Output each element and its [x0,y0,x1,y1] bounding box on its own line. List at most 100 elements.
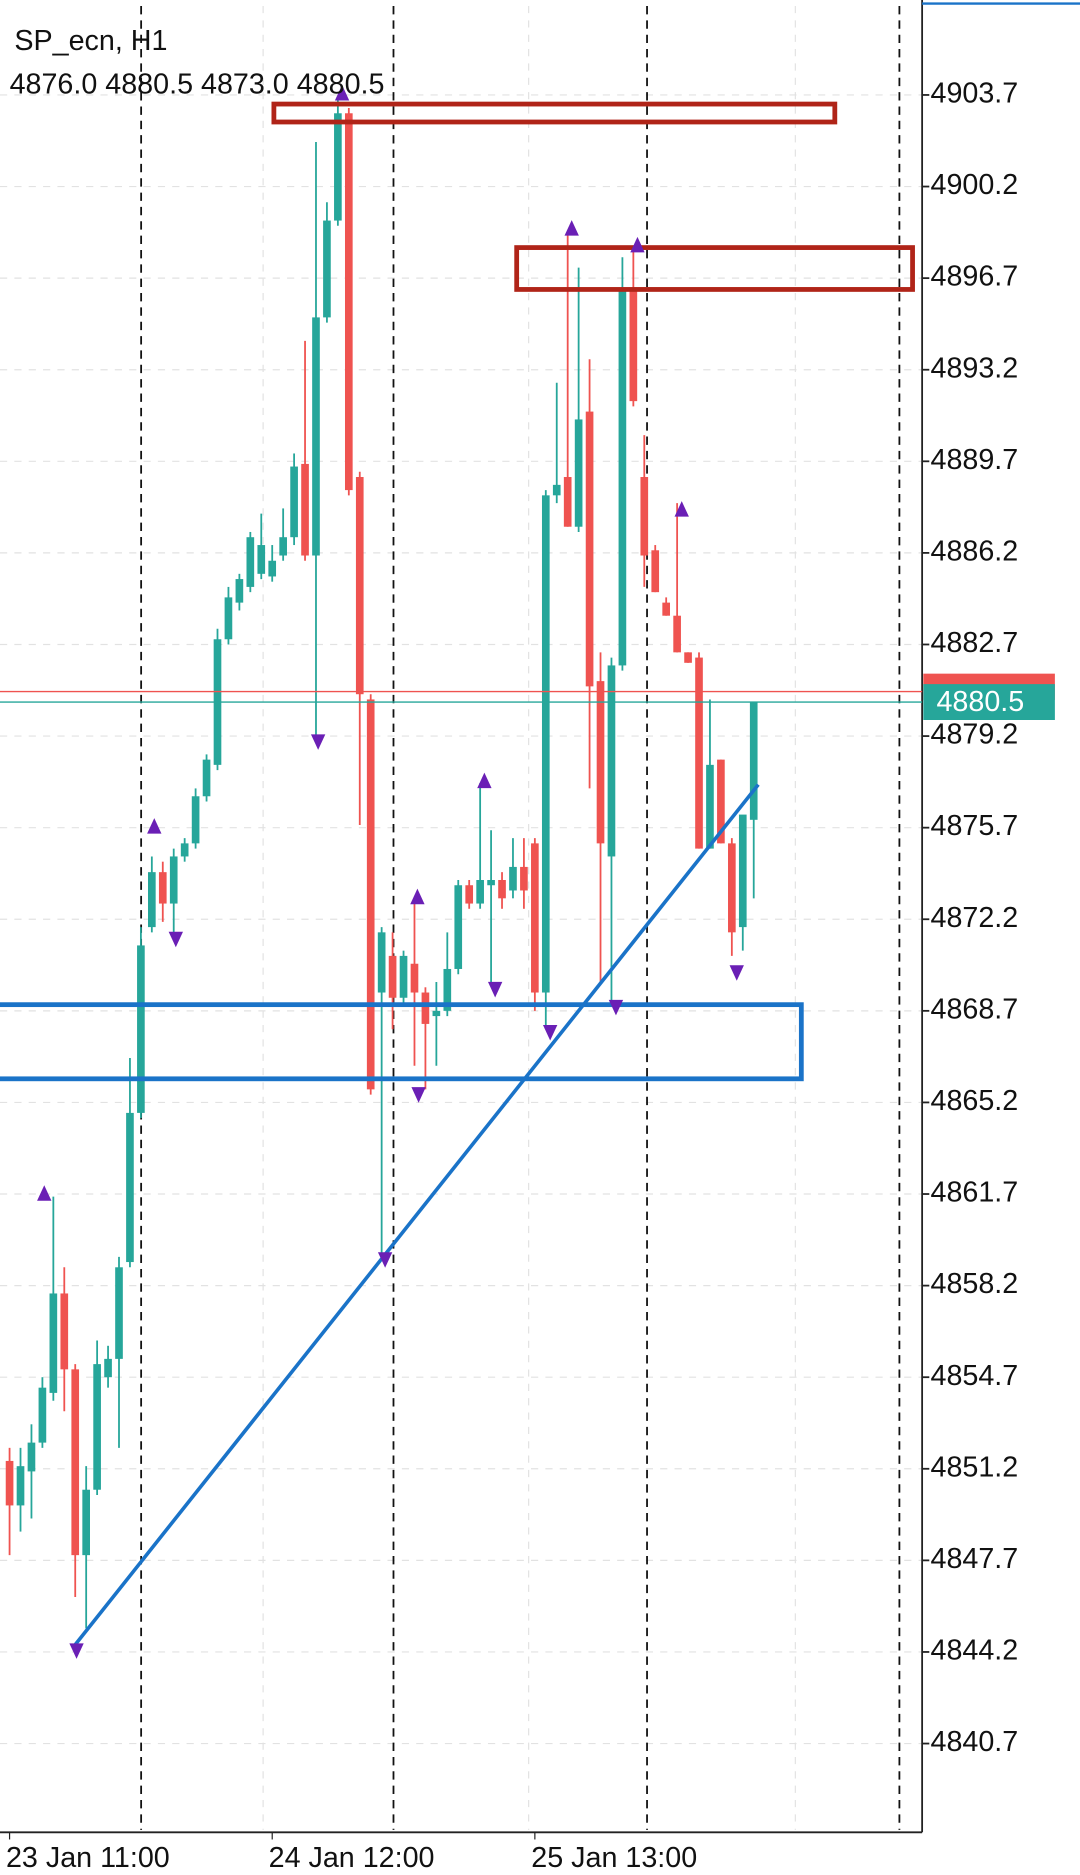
y-tick-label: 4865.2 [930,1085,1018,1117]
candle-body [148,872,156,928]
candle-body [673,615,681,653]
candle-body [498,880,506,899]
y-tick-label: 4900.2 [930,169,1018,201]
support-box [0,1002,804,1082]
candle-body [93,1364,101,1490]
candle-body [344,113,353,491]
fractal-down [310,734,326,750]
y-tick-label: 4854.7 [930,1360,1018,1392]
y-tick-label: 4896.7 [930,261,1018,293]
candle-body [388,955,397,998]
fractal-down [69,1643,84,1659]
x-tick-label: 25 Jan 13:00 [531,1842,697,1874]
symbol-title: SP_ecn, H1 [14,25,167,57]
y-tick-label: 4858.2 [930,1268,1018,1300]
candle-body [651,550,660,593]
y-tick-label: 4886.2 [930,535,1018,567]
candle-body [563,477,572,527]
fractal-down [377,1252,393,1268]
fractal-up [564,220,579,236]
candle-body [224,597,233,640]
candle-body [399,955,408,998]
drawings [0,101,915,1646]
candle-body [607,665,616,857]
y-tick-label: 4903.7 [930,78,1018,110]
candle-body [432,1010,441,1017]
candle-body [16,1466,25,1506]
candle-body [552,484,561,496]
y-tick-label: 4861.7 [930,1177,1018,1209]
candle-body [246,537,255,587]
trend-line [73,783,760,1646]
candle-body [728,843,736,933]
candle-body [202,759,211,797]
candle-body [706,764,714,849]
candle-body [717,759,725,844]
candle-body [618,291,627,666]
candle-body [235,579,244,603]
fractal-down [542,1024,558,1041]
candle-body [509,866,517,891]
candle-body [443,968,452,1011]
y-tick-label: 4889.7 [930,444,1018,476]
candle-body [596,681,605,844]
candle-body [38,1387,47,1443]
candle-body [115,1267,123,1359]
fractal-down [411,1087,426,1103]
candle-body [531,843,539,993]
candle-body [520,866,528,891]
candle-body [487,880,495,886]
candle-body [49,1293,58,1393]
fractal-up [334,84,350,101]
fractal-down [168,931,183,948]
fractal-up [674,501,689,517]
candle-body [104,1358,112,1378]
candle-body [60,1293,69,1370]
fractal-down [729,965,744,981]
candle-body [366,699,375,1090]
candle-body [323,220,331,318]
candle-body [279,537,287,556]
candle-body [574,419,583,527]
ohlc-readout: 4876.0 4880.5 4873.0 4880.5 [10,68,385,100]
fractal-up [477,772,492,789]
resistance-box [271,101,838,125]
x-tick-label: 23 Jan 11:00 [6,1842,170,1874]
candle-body [290,466,298,538]
y-tick-label: 4851.2 [930,1451,1018,1483]
candle-body [695,657,703,849]
candles [5,100,758,1629]
candle-body [301,463,309,556]
y-tick-label: 4844.2 [930,1635,1018,1667]
candle-body [158,872,167,904]
candle-body [268,560,277,577]
candle-body [749,702,758,820]
resistance-box [514,245,915,292]
y-tick-label: 4868.7 [930,993,1018,1025]
candle-body [355,477,364,695]
candle-body [180,843,189,857]
fractals [37,84,744,1659]
candle-body [191,796,200,844]
y-tick-label: 4872.2 [930,902,1018,934]
candle-body [410,963,419,993]
candle-body [738,814,747,928]
candle-body [465,885,474,904]
candle-body [640,477,649,556]
candle-body [5,1460,14,1506]
fractal-up [630,236,645,253]
fractal-down [487,981,503,998]
y-tick-label: 4840.7 [930,1726,1018,1758]
candle-body [629,291,638,402]
bid-label: 4880.5 [936,686,1024,718]
candle-body [71,1369,80,1556]
fractal-up [410,888,425,905]
candle-body [82,1489,90,1556]
y-tick-label: 4847.7 [930,1543,1018,1575]
candle-body [585,411,594,687]
y-tick-label: 4882.7 [930,627,1018,659]
candle-body [334,113,342,221]
